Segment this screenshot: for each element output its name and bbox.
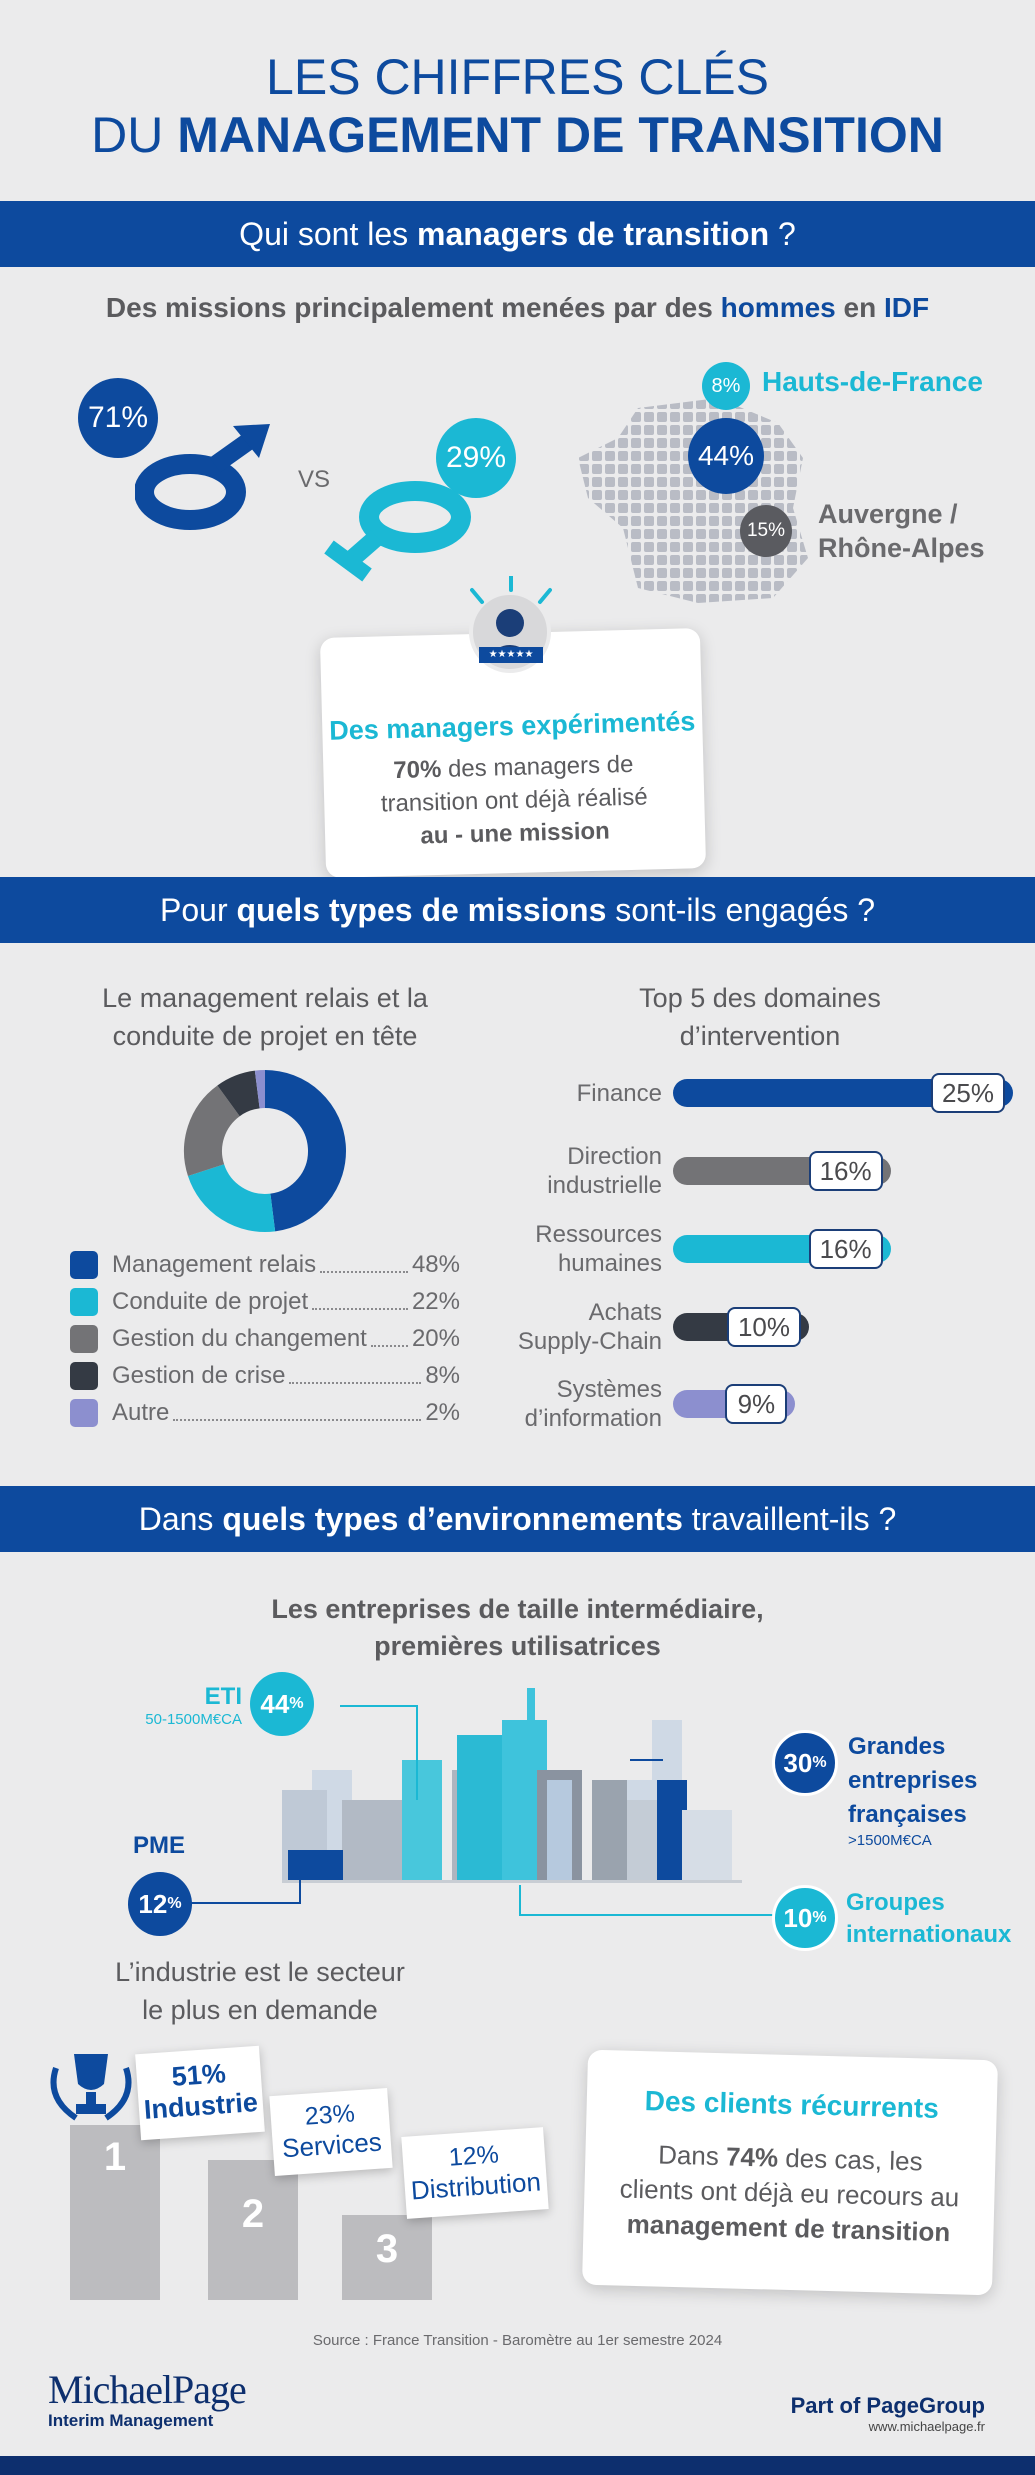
legend-value: 22% [411,1288,460,1315]
vs-label: VS [298,466,331,493]
city-skyline [282,1688,742,1883]
legend-leader-dots [320,1257,408,1273]
legend-swatch [70,1251,98,1279]
podium-rank-3: 3 [375,2227,399,2271]
podium-card-3: 12% Distribution [401,2127,549,2219]
legend-swatch [70,1362,98,1390]
region-hdf-badge: 8% [702,362,750,410]
legend-label: Autre [112,1399,170,1426]
france-map [578,398,808,603]
groupes-pct-badge: 10% [772,1885,838,1951]
legend-item: Autre 2% [70,1398,460,1428]
title-line2: DU MANAGEMENT DE TRANSITION [91,107,944,163]
legend-value: 20% [411,1325,460,1352]
region-ara-label: Auvergne / Rhône-Alpes [818,499,985,563]
footer-bar [0,2456,1035,2475]
legend-leader-dots [173,1405,422,1421]
legend-label: Gestion du changement [112,1325,367,1352]
michaelpage-logo: MichaelPage Interim Management [48,2367,247,2430]
pme-label: PME [133,1832,186,1859]
male-pct-badge: 71% [78,378,158,458]
legend-value: 2% [425,1399,460,1426]
groupes-label: Groupes internationaux [846,1889,1012,1948]
trophy-icon [50,2054,132,2121]
industry-title: L’industrie est le secteur le plus en de… [115,1957,405,2025]
region-ara-badge: 15% [740,505,792,557]
legend-item: Gestion du changement 20% [70,1324,460,1354]
eti-pct-badge: 44% [250,1672,314,1736]
gender-subtitle: Des missions principalement menées par d… [105,292,930,323]
pme-pct-badge: 12% [128,1872,192,1936]
male-symbol-icon [135,424,270,530]
experienced-card-text: 70% des managers de transition ont déjà … [380,750,648,850]
legend-label: Gestion de crise [112,1362,286,1389]
legend-leader-dots [289,1368,422,1384]
region-hdf-label: Hauts-de-France [762,366,983,397]
missions-donut-chart [184,1070,346,1232]
podium-step-3: 3 [342,2215,432,2300]
section-band-who: Qui sont les managers de transition ? [0,201,1035,267]
bar-value-label: 16% [808,1229,883,1269]
bar-category-label: Ressources humaines [535,1221,662,1277]
grandes-pct-badge: 30% [772,1730,838,1796]
legend-label: Conduite de projet [112,1288,309,1315]
bar-category-label: Direction industrielle [547,1143,662,1199]
grandes-label: Grandes entreprises françaises >1500M€CA [848,1733,978,1849]
legend-value: 48% [411,1251,460,1278]
section-band-environments: Dans quels types d’environnements travai… [0,1486,1035,1552]
page-title: LES CHIFFRES CLÉS DU MANAGEMENT DE TRANS… [0,48,1035,164]
connector-lines [180,1705,780,1916]
legend-swatch [70,1399,98,1427]
spark-icon [470,576,552,604]
bar-value-label: 25% [931,1073,1005,1113]
recurring-card-title: Des clients récurrents [644,2085,940,2124]
eti-label: ETI 50-1500M€CA [145,1683,242,1728]
podium-step-2: 2 [208,2160,298,2300]
recurring-card-text: Dans 74% des cas, les clients ont déjà e… [619,2139,960,2248]
source-note: Source : France Transition - Baromètre a… [312,2332,723,2349]
podium-card-1: 51% Industrie [135,2045,265,2141]
legend-item: Conduite de projet 22% [70,1287,460,1317]
experienced-card-title: Des managers expérimentés [328,706,696,746]
donut-slice-4 [217,1070,261,1117]
pagegroup-logo: Part of PageGroup www.michaelpage.fr [790,2393,985,2434]
legend-leader-dots [370,1331,408,1347]
missions-left-title: Le management relais et la conduite de p… [102,983,428,1051]
podium-rank-1: 1 [103,2135,127,2179]
bar-value-label: 9% [725,1384,788,1424]
legend-item: Gestion de crise 8% [70,1361,460,1391]
legend-label: Management relais [112,1251,317,1278]
legend-swatch [70,1288,98,1316]
legend-leader-dots [312,1294,408,1310]
bar-category-label: Finance [576,1079,662,1107]
donut-slice-3 [184,1085,241,1177]
section-band-missions: Pour quels types de missions sont-ils en… [0,877,1035,943]
recurring-clients-card: Des clients récurrents Dans 74% des cas,… [581,2049,999,2296]
bar-value-label: 16% [808,1151,883,1191]
legend-swatch [70,1325,98,1353]
legend-item: Management relais 48% [70,1250,460,1280]
bar-value-label: 10% [727,1307,801,1347]
female-pct-badge: 29% [436,418,516,498]
female-symbol-icon [324,481,471,582]
podium-step-1: 1 [70,2125,160,2300]
donut-slice-2 [187,1163,276,1232]
region-idf-badge: 44% [688,418,764,494]
podium-card-2: 23% Services [269,2087,393,2177]
missions-right-title: Top 5 des domaines d’intervention [639,983,881,1051]
podium-rank-2: 2 [241,2192,265,2236]
rating-stars: ★★★★★ [479,647,543,663]
title-line1: LES CHIFFRES CLÉS [266,49,769,105]
bar-category-label: Achats Supply-Chain [517,1299,662,1355]
manager-avatar: ★★★★★ [469,591,551,673]
bar-category-label: Systèmes d’information [524,1376,662,1432]
environments-title: Les entreprises de taille intermédiaire,… [271,1594,764,1661]
donut-slice-1 [264,1070,346,1232]
legend-value: 8% [425,1362,460,1389]
